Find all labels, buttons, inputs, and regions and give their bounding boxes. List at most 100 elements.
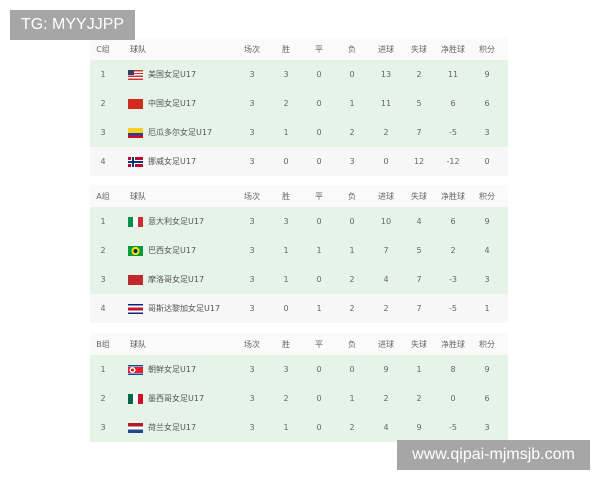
stat-pts: 9 xyxy=(484,217,490,226)
team-name[interactable]: 厄瓜多尔女足U17 xyxy=(148,128,213,137)
rank: 3 xyxy=(100,128,106,137)
stat-gd: -3 xyxy=(449,275,457,284)
stat-ga: 1 xyxy=(416,365,422,374)
stat-gf: 4 xyxy=(383,423,389,432)
usa-flag-icon xyxy=(128,69,143,80)
table-row[interactable]: 2 巴西女足U17 3 1 1 1 7 5 2 4 xyxy=(90,236,508,265)
stat-d: 0 xyxy=(316,394,322,403)
stat-gf: 9 xyxy=(383,365,389,374)
table-row[interactable]: 4 哥斯达黎加女足U17 3 0 1 2 2 7 -5 1 xyxy=(90,294,508,323)
stat-w: 1 xyxy=(283,128,289,137)
china-flag-icon xyxy=(128,98,143,109)
column-header: 胜 xyxy=(282,339,290,349)
standings-table-group: B组 球队 场次胜平负进球 失球 净胜球 积分 1 朝鲜女足U17 3 3 0 0 9 1 8 9 2 墨西哥女足… xyxy=(90,333,508,442)
table-row[interactable]: 2 墨西哥女足U17 3 2 0 1 2 2 0 6 xyxy=(90,384,508,413)
column-header: 净胜球 xyxy=(441,191,465,201)
column-header: 平 xyxy=(315,191,323,201)
column-header: 负 xyxy=(348,44,356,54)
table-row[interactable]: 3 摩洛哥女足U17 3 1 0 2 4 7 -3 3 xyxy=(90,265,508,294)
column-header-team: 球队 xyxy=(130,339,146,349)
stat-ga: 7 xyxy=(416,275,422,284)
rank: 2 xyxy=(100,99,106,108)
stat-l: 3 xyxy=(349,157,355,166)
stat-p: 3 xyxy=(249,304,255,313)
stat-gf: 11 xyxy=(380,99,392,108)
stat-gd: 6 xyxy=(450,217,456,226)
table-row[interactable]: 1 朝鲜女足U17 3 3 0 0 9 1 8 9 xyxy=(90,355,508,384)
stat-ga: 9 xyxy=(416,423,422,432)
stat-gd: 8 xyxy=(450,365,456,374)
stat-gd: 2 xyxy=(450,246,456,255)
table-header: B组 球队 场次 胜 平 负 进球 失球 净胜球 积分 xyxy=(90,333,508,355)
stat-l: 2 xyxy=(349,275,355,284)
stat-d: 0 xyxy=(316,128,322,137)
stat-ga: 2 xyxy=(416,394,422,403)
stat-d: 1 xyxy=(316,304,322,313)
stat-ga: 7 xyxy=(416,128,422,137)
team-name[interactable]: 摩洛哥女足U17 xyxy=(148,275,205,284)
stat-pts: 3 xyxy=(484,275,490,284)
column-header: 胜 xyxy=(282,191,290,201)
stat-pts: 3 xyxy=(484,423,490,432)
watermark-bottom: www.qipai-mjmsjb.com xyxy=(397,440,590,470)
stat-d: 0 xyxy=(316,423,322,432)
table-row[interactable]: 1 美国女足U17 3 3 0 0 13 2 11 9 xyxy=(90,60,508,89)
team-name[interactable]: 中国女足U17 xyxy=(148,99,197,108)
rank: 2 xyxy=(100,394,106,403)
column-header: 积分 xyxy=(479,44,495,54)
stat-w: 1 xyxy=(283,275,289,284)
table-row[interactable]: 2 中国女足U17 3 2 0 1 11 5 6 6 xyxy=(90,89,508,118)
north-korea-flag-icon xyxy=(128,364,143,375)
stat-ga: 2 xyxy=(416,70,422,79)
team-name[interactable]: 朝鲜女足U17 xyxy=(148,365,197,374)
column-header: 负 xyxy=(348,191,356,201)
group-label: A组 xyxy=(96,191,110,201)
stat-ga: 4 xyxy=(416,217,422,226)
stat-w: 3 xyxy=(283,217,289,226)
team-name[interactable]: 挪威女足U17 xyxy=(148,157,197,166)
stat-p: 3 xyxy=(249,70,255,79)
stat-pts: 9 xyxy=(484,70,490,79)
team-name[interactable]: 美国女足U17 xyxy=(148,70,197,79)
stat-l: 0 xyxy=(349,365,355,374)
column-header: 失球 xyxy=(411,191,427,201)
stat-w: 2 xyxy=(283,394,289,403)
ecuador-flag-icon xyxy=(128,127,143,138)
team-name[interactable]: 巴西女足U17 xyxy=(148,246,197,255)
team-name[interactable]: 意大利女足U17 xyxy=(148,217,205,226)
stat-w: 0 xyxy=(283,304,289,313)
stat-gd: -5 xyxy=(449,304,457,313)
column-header: 进球 xyxy=(378,339,394,349)
table-header: C组 球队 场次 胜 平 负 进球 失球 净胜球 积分 xyxy=(90,38,508,60)
team-name[interactable]: 哥斯达黎加女足U17 xyxy=(148,304,221,313)
rank: 1 xyxy=(100,217,106,226)
rank: 2 xyxy=(100,246,106,255)
stat-w: 3 xyxy=(283,70,289,79)
stat-d: 0 xyxy=(316,217,322,226)
table-row[interactable]: 3 荷兰女足U17 3 1 0 2 4 9 -5 3 xyxy=(90,413,508,442)
rank: 1 xyxy=(100,70,106,79)
standings-table-group: C组 球队 场次胜平负进球 失球 净胜球 积分 1 美国女足U17 3 3 0 0 1 3 2 11 9 2 中国女… xyxy=(90,38,508,176)
italy-flag-icon xyxy=(128,216,143,227)
brazil-flag-icon xyxy=(128,245,143,256)
column-header: 场次 xyxy=(244,191,260,201)
table-row[interactable]: 4 挪威女足U17 3 0 0 3 0 12 -12 0 xyxy=(90,147,508,176)
stat-w: 3 xyxy=(283,365,289,374)
stat-p: 3 xyxy=(249,246,255,255)
column-header: 失球 xyxy=(411,339,427,349)
stat-ga: 5 xyxy=(416,99,422,108)
costa-rica-flag-icon xyxy=(128,303,143,314)
group-label: C组 xyxy=(96,44,110,54)
team-name[interactable]: 墨西哥女足U17 xyxy=(148,394,205,403)
table-row[interactable]: 3 厄瓜多尔女足U17 3 1 0 2 2 7 -5 3 xyxy=(90,118,508,147)
stat-gd: -5 xyxy=(449,128,457,137)
stat-pts: 0 xyxy=(484,157,490,166)
stat-l: 0 xyxy=(349,217,355,226)
rank: 1 xyxy=(100,365,106,374)
watermark-top: TG: MYYJJPP xyxy=(10,10,135,40)
team-name[interactable]: 荷兰女足U17 xyxy=(148,423,197,432)
stat-p: 3 xyxy=(249,365,255,374)
table-row[interactable]: 1 意大利女足U17 3 3 0 0 10 4 6 9 xyxy=(90,207,508,236)
stat-gd: 0 xyxy=(450,394,456,403)
stat-gf: 2 xyxy=(383,304,389,313)
